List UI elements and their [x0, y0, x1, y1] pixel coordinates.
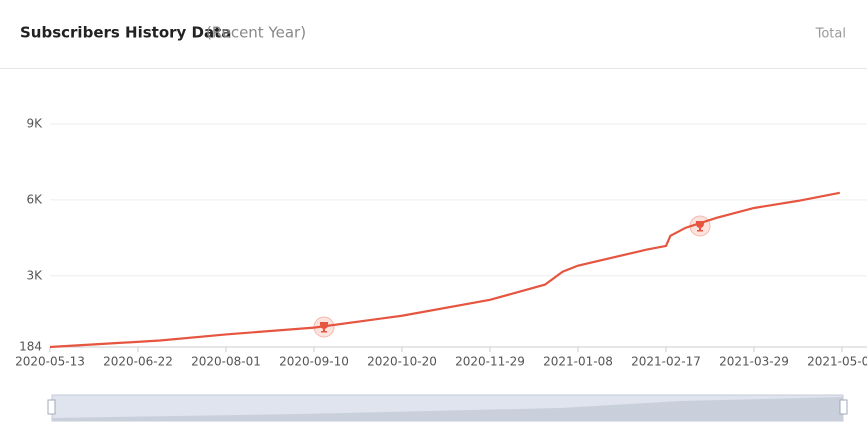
x-tick-label: 2021-01-08	[543, 355, 613, 369]
subtitle: (Recent Year)	[206, 24, 306, 42]
y-tick-label: 6K	[26, 192, 43, 206]
x-tick-label: 2021-03-29	[719, 355, 789, 369]
x-tick-label: 2020-05-13	[15, 355, 85, 369]
data-zoom[interactable]	[47, 394, 848, 422]
title: Subscribers History Data	[20, 24, 231, 42]
x-tick-label: 2020-09-10	[279, 355, 349, 369]
y-tick-label: 3K	[26, 268, 43, 282]
x-tick-label: 2020-10-20	[367, 355, 437, 369]
zoom-handle[interactable]	[47, 399, 56, 415]
zoom-preview	[52, 397, 843, 421]
y-tick-label: 184	[19, 340, 42, 354]
zoom-handle[interactable]	[839, 399, 848, 415]
x-tick-label: 2021-05-08	[807, 355, 867, 369]
x-tick-label: 2020-11-29	[455, 355, 525, 369]
x-tick-label: 2021-02-17	[631, 355, 701, 369]
total-button[interactable]: Total	[815, 27, 846, 42]
y-tick-label: 9K	[26, 117, 43, 131]
x-tick-label: 2020-08-01	[191, 355, 261, 369]
line	[49, 191, 841, 349]
x-tick-label: 2020-06-22	[103, 355, 173, 369]
